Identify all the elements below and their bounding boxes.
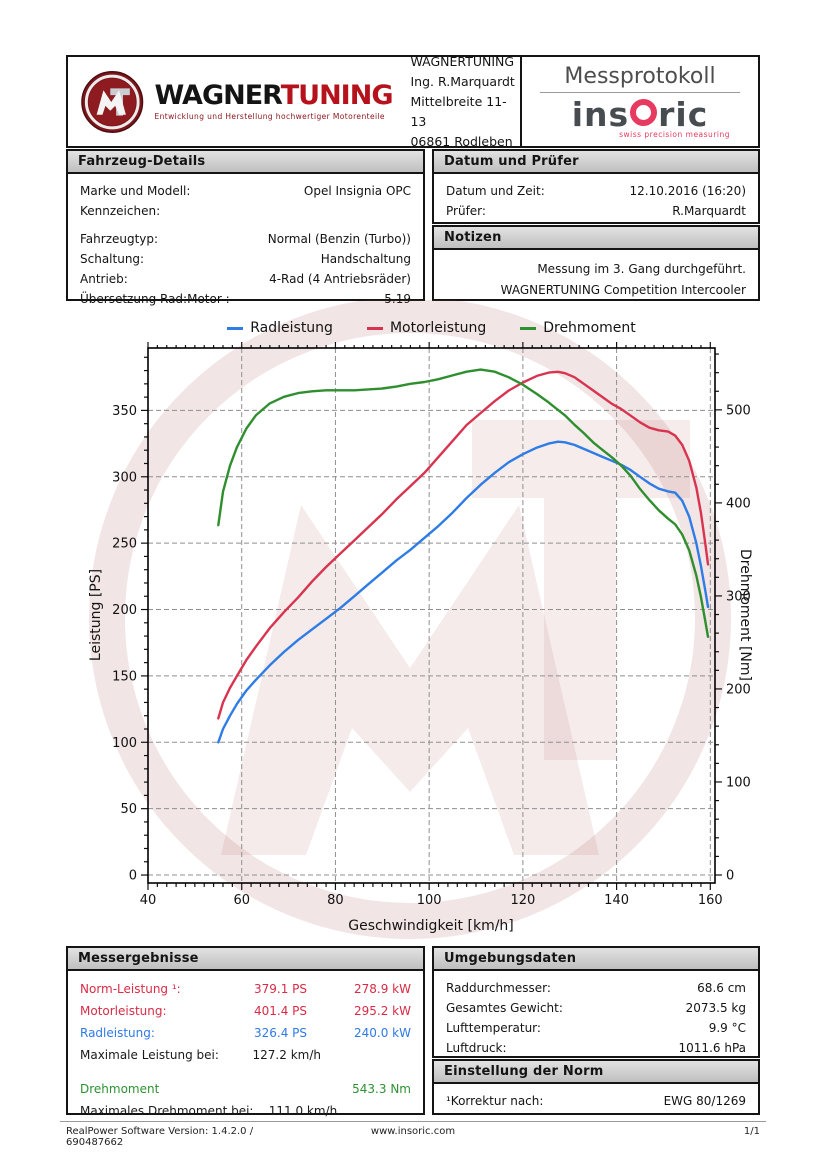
wagnertuning-logo-block: WAGNERTUNING Entwicklung und Herstellung… [68, 54, 520, 149]
page-footer: RealPower Software Version: 1.4.2.0 / 69… [60, 1121, 766, 1148]
section-title: Umgebungsdaten [434, 948, 758, 971]
y-axis-label-right: Drehmoment [Nm] [737, 548, 753, 682]
norm-setting-section: Einstellung der Norm ¹Korrektur nach: EWG… [432, 1059, 760, 1115]
brand-name-black: WAGNER [154, 80, 281, 111]
company-address: WAGNERTUNING Ing. R.Marquardt Mittelbrei… [410, 52, 520, 152]
watermark-wt-logo [89, 300, 731, 939]
svg-text:50: 50 [120, 802, 137, 817]
svg-text:100: 100 [417, 893, 442, 908]
detail-row: Schaltung: Handschaltung [80, 252, 411, 266]
brand-tagline: Entwicklung und Herstellung hochwertiger… [154, 112, 385, 121]
legend-label: Radleistung [250, 320, 333, 336]
section-title: Fahrzeug-Details [68, 151, 423, 174]
detail-row: Gesamtes Gewicht: 2073.5 kg [446, 1001, 746, 1015]
svg-text:80: 80 [327, 893, 344, 908]
protocol-title-block: Messprotokoll ins ric swiss precision mea… [520, 57, 758, 146]
result-row: Maximales Drehmoment bei: 111.0 km/h [80, 1104, 338, 1118]
vehicle-details-section: Fahrzeug-Details Marke und Modell: Opel I… [66, 149, 425, 306]
legend-swatch-icon [366, 326, 383, 330]
detail-row: ¹Korrektur nach: EWG 80/1269 [446, 1094, 746, 1108]
svg-text:60: 60 [233, 893, 250, 908]
result-row: Norm-Leistung ¹: 379.1 PS 278.9 kW [80, 982, 411, 996]
svg-text:0: 0 [129, 869, 137, 884]
software-version: RealPower Software Version: 1.4.2.0 / 69… [66, 1126, 254, 1148]
svg-text:350: 350 [112, 404, 137, 419]
footer-url: www.insoric.com [370, 1126, 456, 1137]
insoric-tagline: swiss precision measuring [619, 130, 730, 139]
insoric-o-ring-icon [630, 99, 658, 126]
detail-row: Antrieb: 4-Rad (4 Antriebsräder) [80, 272, 411, 286]
brand-name: WAGNERTUNING [154, 80, 394, 111]
address-line: 06861 Rodleben [410, 133, 513, 149]
svg-text:0: 0 [726, 868, 734, 883]
protocol-title: Messprotokoll [540, 64, 740, 93]
environment-section: Umgebungsdaten Raddurchmesser: 68.6 cm Ge… [432, 946, 760, 1058]
section-title: Messergebnisse [68, 948, 423, 971]
date-examiner-section: Datum und Prüfer Datum und Zeit: 12.10.20… [432, 149, 760, 224]
legend-label: Motorleistung [389, 320, 487, 336]
legend-item-radleistung: Radleistung [227, 320, 333, 336]
svg-text:140: 140 [604, 893, 629, 908]
svg-text:200: 200 [726, 682, 751, 697]
svg-text:200: 200 [112, 603, 137, 618]
series-radleistung [217, 440, 710, 744]
detail-row: Raddurchmesser: 68.6 cm [446, 981, 746, 995]
legend-swatch-icon [520, 326, 537, 330]
results-section: Messergebnisse Norm-Leistung ¹: 379.1 PS 2… [66, 946, 425, 1118]
chart-legend: Radleistung Motorleistung Drehmoment [148, 320, 715, 336]
note-line: WAGNERTUNING Competition Intercooler [500, 283, 746, 297]
insoric-wordmark: ins ric [571, 95, 709, 134]
legend-item-motorleistung: Motorleistung [366, 320, 487, 336]
address-line: WAGNERTUNING [410, 53, 515, 69]
detail-row: Lufttemperatur: 9.9 °C [446, 1021, 746, 1035]
series-drehmoment [217, 368, 710, 638]
svg-text:100: 100 [726, 775, 751, 790]
notes-section: Notizen Messung im 3. Gang durchgeführt.… [432, 225, 760, 301]
svg-text:500: 500 [726, 403, 751, 418]
legend-label: Drehmoment [543, 320, 636, 336]
chart-plot: 40 60 80 100 120 140 1600501001502002503003500… [112, 342, 751, 908]
detail-row: Marke und Modell: Opel Insignia OPC [80, 184, 411, 198]
detail-row: Luftdruck: 1011.6 hPa [446, 1041, 746, 1055]
section-title: Einstellung der Norm [434, 1061, 758, 1084]
x-axis-label: Geschwindigkeit [km/h] [348, 918, 514, 934]
legend-item-drehmoment: Drehmoment [520, 320, 636, 336]
svg-text:150: 150 [112, 669, 137, 684]
series-motorleistung [217, 370, 710, 720]
y-axis-label-left: Leistung [PS] [88, 568, 104, 662]
svg-text:300: 300 [726, 589, 751, 604]
section-title: Datum und Prüfer [434, 151, 758, 174]
svg-text:40: 40 [140, 893, 157, 908]
detail-row: Fahrzeugtyp: Normal (Benzin (Turbo)) [80, 232, 411, 246]
report-header: WAGNERTUNING Entwicklung und Herstellung… [66, 54, 760, 149]
result-row: Motorleistung: 401.4 PS 295.2 kW [80, 1004, 411, 1018]
svg-text:250: 250 [112, 537, 137, 552]
insoric-logo: ins ric swiss precision measuring [540, 95, 740, 140]
detail-row: Datum und Zeit: 12.10.2016 (16:20) [446, 184, 746, 198]
svg-text:400: 400 [726, 496, 751, 511]
svg-text:300: 300 [112, 470, 137, 485]
dyno-chart: 40 60 80 100 120 140 160 0 50 100 150 200 250 300 350 0… [66, 300, 760, 940]
detail-row: Prüfer: R.Marquardt [446, 204, 746, 218]
svg-text:160: 160 [698, 893, 723, 908]
address-line: Ing. R.Marquardt [410, 73, 515, 89]
detail-row: Übersetzung Rad:Motor :5.19 [80, 292, 411, 306]
result-row: Maximale Leistung bei: 127.2 km/h [80, 1048, 321, 1062]
note-line: Messung im 3. Gang durchgeführt. [537, 262, 746, 276]
result-row: Radleistung: 326.4 PS 240.0 kW [80, 1026, 411, 1040]
brand-name-red: TUNING [280, 80, 394, 111]
detail-row: Kennzeichen: [80, 204, 161, 218]
section-title: Notizen [434, 227, 758, 250]
svg-text:100: 100 [112, 736, 137, 751]
legend-swatch-icon [227, 326, 244, 330]
page-number: 1/1 [743, 1126, 760, 1137]
svg-text:120: 120 [510, 893, 535, 908]
result-row: Drehmoment 543.3 Nm [80, 1082, 411, 1096]
address-line: Mittelbreite 11-13 [410, 93, 507, 129]
wagnertuning-badge-icon [81, 70, 144, 133]
